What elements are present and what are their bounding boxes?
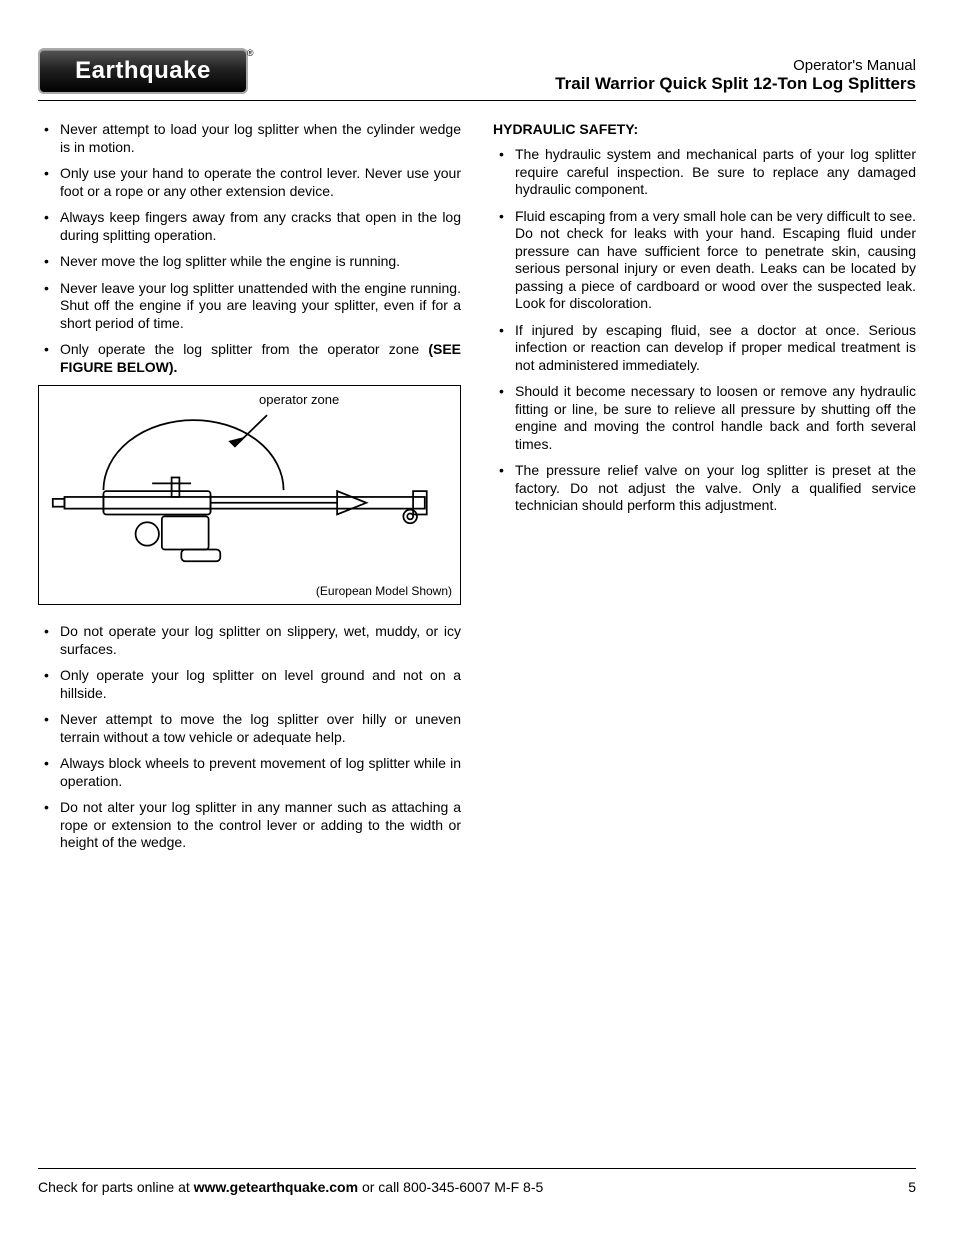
list-item: Always keep fingers away from any cracks…: [60, 209, 461, 244]
list-item: Should it become necessary to loosen or …: [515, 383, 916, 453]
see-figure-prefix: Only operate the log splitter from the o…: [60, 341, 428, 357]
page-number: 5: [908, 1179, 916, 1195]
list-item: Do not operate your log splitter on slip…: [60, 623, 461, 658]
list-item: Only use your hand to operate the contro…: [60, 165, 461, 200]
safety-list-top: Never attempt to load your log splitter …: [38, 121, 461, 376]
list-item: Do not alter your log splitter in any ma…: [60, 799, 461, 852]
log-splitter-diagram: [45, 392, 454, 598]
list-item-see-figure: Only operate the log splitter from the o…: [60, 341, 461, 376]
list-item: Always block wheels to prevent movement …: [60, 755, 461, 790]
safety-list-bottom: Do not operate your log splitter on slip…: [38, 623, 461, 852]
content-columns: Never attempt to load your log splitter …: [38, 121, 916, 1168]
list-item: Never leave your log splitter unattended…: [60, 280, 461, 333]
hydraulic-safety-list: The hydraulic system and mechanical part…: [493, 146, 916, 515]
list-item: Never attempt to load your log splitter …: [60, 121, 461, 156]
product-title: Trail Warrior Quick Split 12-Ton Log Spl…: [555, 74, 916, 94]
operator-zone-figure: operator zone: [38, 385, 461, 605]
hydraulic-safety-heading: HYDRAULIC SAFETY:: [493, 121, 916, 137]
footer-prefix: Check for parts online at: [38, 1179, 194, 1195]
list-item: Only operate your log splitter on level …: [60, 667, 461, 702]
footer-url: www.getearthquake.com: [194, 1179, 358, 1195]
brand-logo: Earthquake: [38, 48, 248, 94]
figure-label-operator-zone: operator zone: [259, 392, 339, 407]
page-header: Earthquake Operator's Manual Trail Warri…: [38, 48, 916, 101]
list-item: Never move the log splitter while the en…: [60, 253, 461, 271]
list-item: If injured by escaping fluid, see a doct…: [515, 322, 916, 375]
left-column: Never attempt to load your log splitter …: [38, 121, 461, 1168]
figure-caption: (European Model Shown): [316, 584, 452, 598]
footer-contact: Check for parts online at www.getearthqu…: [38, 1179, 543, 1195]
manual-label: Operator's Manual: [555, 57, 916, 74]
list-item: The hydraulic system and mechanical part…: [515, 146, 916, 199]
list-item: The pressure relief valve on your log sp…: [515, 462, 916, 515]
list-item: Never attempt to move the log splitter o…: [60, 711, 461, 746]
page-footer: Check for parts online at www.getearthqu…: [38, 1168, 916, 1195]
right-column: HYDRAULIC SAFETY: The hydraulic system a…: [493, 121, 916, 1168]
footer-suffix: or call 800-345-6007 M-F 8-5: [358, 1179, 543, 1195]
header-title-block: Operator's Manual Trail Warrior Quick Sp…: [555, 57, 916, 94]
page: Earthquake Operator's Manual Trail Warri…: [0, 0, 954, 1235]
list-item: Fluid escaping from a very small hole ca…: [515, 208, 916, 313]
